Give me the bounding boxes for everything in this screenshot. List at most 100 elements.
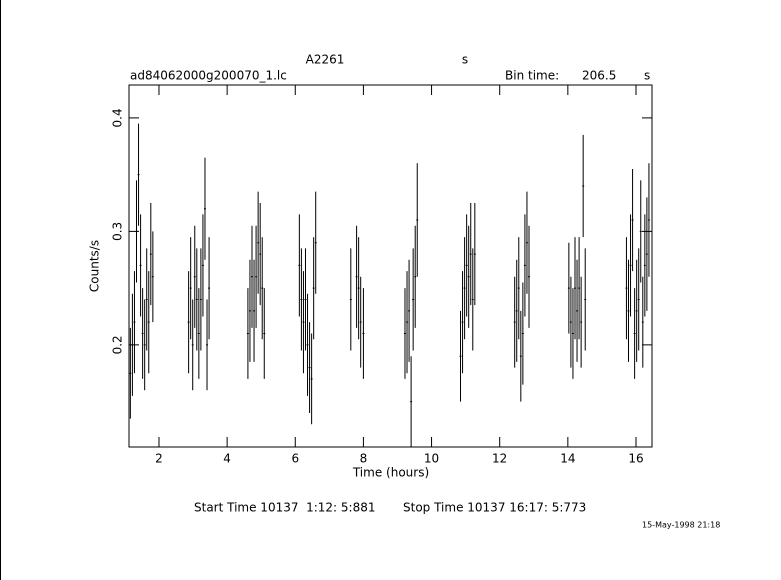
error-bar	[312, 237, 315, 340]
error-bar	[521, 282, 524, 385]
error-bar	[517, 237, 520, 340]
error-bar	[246, 288, 249, 379]
error-bar	[410, 356, 413, 447]
chart-title: A2261	[306, 53, 345, 67]
error-bar	[208, 237, 211, 340]
error-bar	[519, 310, 522, 402]
error-bar	[465, 214, 468, 317]
error-bar	[248, 259, 251, 362]
error-bar	[645, 197, 648, 311]
error-bar	[633, 288, 636, 379]
error-bar	[310, 333, 313, 425]
x-tick-label: 14	[560, 452, 575, 466]
error-bar	[197, 288, 200, 379]
error-bar	[473, 203, 476, 306]
bin-time-unit: s	[644, 69, 650, 83]
error-bar	[308, 322, 311, 413]
stop-time: Stop Time 10137 16:17: 5:773	[403, 501, 586, 515]
bin-time: 206.5	[582, 69, 616, 83]
error-bar	[139, 214, 142, 317]
bin-time-label: Bin time:	[505, 69, 559, 83]
error-bar	[357, 237, 360, 340]
error-bar	[567, 242, 570, 334]
error-bar	[145, 248, 148, 351]
error-bar	[304, 248, 307, 351]
error-bar	[187, 271, 190, 374]
error-bar	[643, 214, 646, 317]
y-tick-label: 0.3	[111, 222, 125, 241]
x-axis-label: Time (hours)	[352, 466, 429, 480]
error-bar	[582, 134, 585, 238]
error-bar	[263, 288, 266, 379]
error-bar	[412, 248, 415, 351]
error-bar	[206, 299, 209, 391]
error-bar	[515, 259, 518, 362]
error-bar	[404, 288, 406, 379]
error-bar	[513, 276, 516, 368]
error-bar	[647, 163, 650, 277]
error-bar	[298, 214, 301, 317]
error-bar	[131, 293, 134, 396]
error-bar	[137, 123, 140, 226]
error-bar	[257, 191, 260, 294]
error-bar	[129, 327, 132, 419]
error-bar	[639, 180, 642, 283]
error-bar	[580, 276, 583, 368]
error-bar	[201, 214, 204, 317]
error-bar	[147, 271, 150, 374]
error-bar	[359, 276, 362, 368]
error-bar	[528, 225, 530, 328]
error-bar	[204, 157, 206, 260]
error-bar	[259, 203, 262, 306]
error-bar	[135, 180, 138, 283]
error-bar	[191, 299, 194, 391]
x-tick-label: 2	[155, 452, 163, 466]
error-bar	[199, 248, 202, 351]
error-bar	[635, 259, 638, 362]
error-bar	[414, 225, 417, 328]
error-bar	[362, 288, 365, 379]
y-tick-label: 0.4	[111, 108, 125, 127]
error-bar	[461, 271, 464, 374]
error-bar	[629, 214, 632, 317]
error-bar	[637, 248, 640, 351]
error-bar	[193, 225, 196, 328]
error-bar	[641, 276, 644, 368]
error-bar	[576, 259, 579, 362]
error-bar	[133, 271, 136, 374]
error-bar	[459, 310, 462, 402]
error-bar	[467, 225, 470, 328]
error-bar	[416, 163, 419, 277]
title-unit: s	[462, 53, 468, 67]
error-bar	[261, 237, 264, 340]
error-bar	[408, 259, 411, 362]
file-name: ad84062000g200070_1.lc	[130, 69, 287, 83]
x-tick-label: 6	[291, 452, 299, 466]
error-bar	[569, 276, 572, 368]
error-bar	[469, 203, 472, 306]
error-bar	[571, 288, 574, 379]
x-tick-label: 4	[223, 452, 231, 466]
y-tick-label: 0.2	[111, 335, 125, 354]
error-bar	[253, 259, 256, 362]
error-bar	[578, 237, 581, 340]
error-bar	[302, 271, 305, 374]
x-tick-label: 10	[424, 452, 439, 466]
x-tick-label: 12	[492, 452, 507, 466]
error-bar	[523, 214, 526, 317]
error-bar	[584, 248, 587, 351]
start-time: Start Time 10137 1:12: 5:881	[194, 501, 376, 515]
error-bar	[149, 203, 152, 306]
error-bar	[141, 288, 144, 379]
timestamp: 15-May-1998 21:18	[642, 521, 720, 530]
error-bar	[189, 237, 192, 340]
error-bar	[151, 231, 154, 323]
error-bar	[627, 259, 630, 362]
error-bar	[625, 237, 628, 340]
plot-frame	[128, 84, 653, 448]
error-bar	[631, 168, 634, 272]
error-bar	[406, 271, 409, 374]
error-bar	[255, 225, 258, 328]
error-bar	[349, 248, 352, 351]
